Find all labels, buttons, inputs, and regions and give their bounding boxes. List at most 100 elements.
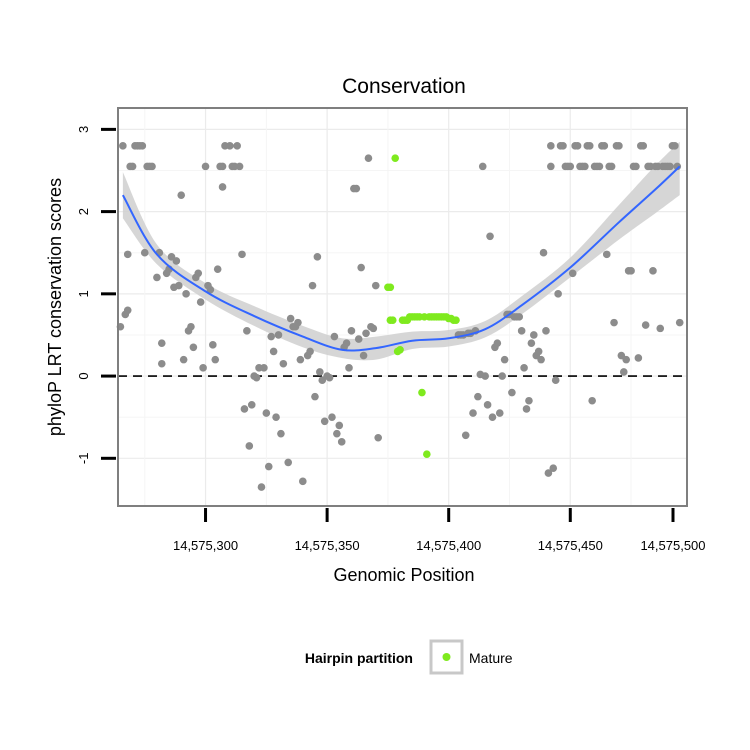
legend: Hairpin partition Mature [305, 639, 513, 675]
background-point [335, 421, 344, 430]
background-point [123, 306, 132, 315]
background-point [549, 464, 558, 472]
background-point [233, 142, 241, 150]
background-point [374, 433, 382, 442]
background-point [262, 409, 271, 417]
background-point [520, 364, 528, 372]
background-point [260, 364, 268, 372]
background-point [320, 417, 329, 426]
background-point [240, 405, 249, 413]
background-point [359, 351, 368, 360]
mature-point [388, 316, 397, 324]
background-point [607, 162, 616, 171]
background-point [639, 142, 648, 150]
background-point [218, 183, 227, 191]
background-point [199, 364, 207, 372]
background-point [306, 347, 314, 356]
background-point [269, 347, 278, 356]
background-point [495, 409, 504, 417]
mature-point [418, 388, 426, 397]
background-point [218, 162, 227, 171]
x-tick-label: 14,575,400 [416, 538, 481, 553]
background-point [634, 354, 643, 362]
background-point [354, 335, 363, 343]
background-point [469, 409, 477, 417]
background-point [294, 318, 302, 327]
background-point [119, 142, 127, 150]
background-point [296, 355, 305, 364]
background-point [264, 462, 273, 471]
background-point [554, 290, 562, 298]
background-point [627, 267, 635, 275]
background-point [530, 331, 538, 339]
background-point [187, 322, 195, 331]
background-point [252, 373, 261, 382]
background-point [602, 250, 611, 259]
background-point [148, 162, 156, 171]
legend-key-mature-point [442, 653, 451, 661]
background-point [201, 162, 210, 171]
background-point [568, 269, 577, 278]
background-point [140, 248, 149, 257]
smooth-line-layer [121, 165, 681, 352]
background-point [498, 372, 507, 380]
background-point [172, 257, 181, 265]
background-point [226, 142, 234, 150]
background-point [369, 324, 378, 333]
background-point [486, 232, 494, 241]
chart-title: Conservation [342, 75, 466, 98]
background-point [666, 162, 674, 171]
background-point [595, 162, 604, 171]
background-point [527, 339, 536, 347]
background-point [610, 318, 618, 327]
background-point [286, 314, 295, 323]
background-point [673, 162, 682, 171]
background-point [559, 142, 567, 150]
mature-point [396, 345, 404, 354]
background-point [525, 396, 533, 405]
mature-point [423, 450, 431, 458]
background-point [364, 154, 373, 162]
background-point [656, 324, 665, 333]
background-point [534, 347, 543, 356]
background-point [277, 429, 285, 438]
legend-label-mature: Mature [469, 650, 513, 666]
background-point [157, 339, 166, 347]
background-point [211, 355, 220, 364]
background-point [537, 355, 545, 364]
background-point [267, 332, 275, 341]
background-point [544, 469, 553, 477]
x-tick-label: 14,575,300 [173, 538, 238, 553]
background-point [138, 142, 147, 150]
y-axis: -1 0 1 2 3 [76, 126, 116, 464]
background-point [493, 339, 502, 347]
background-point [274, 331, 283, 339]
x-tick-label: 14,575,500 [640, 538, 705, 553]
background-point [328, 413, 336, 421]
background-point [649, 267, 657, 275]
background-point [272, 413, 280, 421]
background-point [209, 341, 217, 349]
background-point [371, 281, 380, 290]
background-point [508, 388, 516, 397]
background-point [461, 431, 470, 440]
background-point [488, 413, 497, 421]
data-points [116, 142, 684, 491]
x-axis: 14,575,300 14,575,350 14,575,400 14,575,450… [173, 508, 706, 553]
background-point [316, 368, 324, 376]
background-point [542, 327, 550, 335]
background-point [345, 364, 353, 372]
background-point [153, 273, 161, 282]
background-point [357, 263, 365, 272]
background-point [588, 396, 596, 405]
background-point [330, 332, 339, 341]
background-point [600, 142, 609, 150]
background-point [342, 339, 351, 347]
background-point [581, 162, 589, 171]
background-point [235, 162, 244, 171]
background-point [194, 269, 203, 278]
y-tick-label: -1 [76, 453, 91, 465]
background-point [619, 368, 628, 376]
background-point [238, 250, 246, 259]
background-point [551, 376, 560, 384]
